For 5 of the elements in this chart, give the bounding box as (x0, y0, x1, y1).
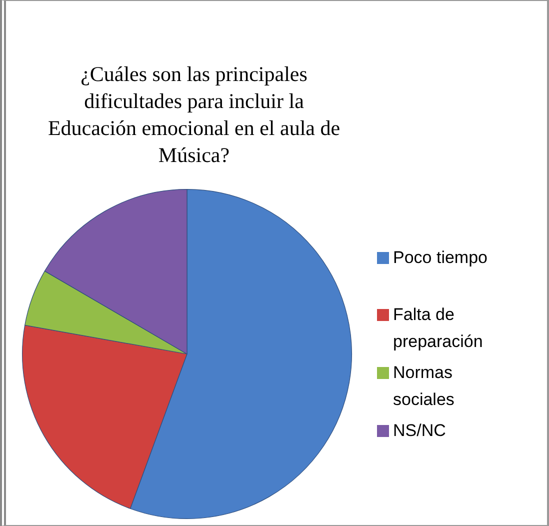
chart-title: ¿Cuáles son las principales dificultades para incluir la Educación emocional en el aula de Música? (46, 61, 342, 169)
legend-label: Falta de preparación (393, 304, 484, 353)
legend-label: Normas sociales (393, 362, 456, 411)
legend-label: Poco tiempo (393, 247, 488, 269)
legend-label: NS/NC (393, 420, 447, 442)
